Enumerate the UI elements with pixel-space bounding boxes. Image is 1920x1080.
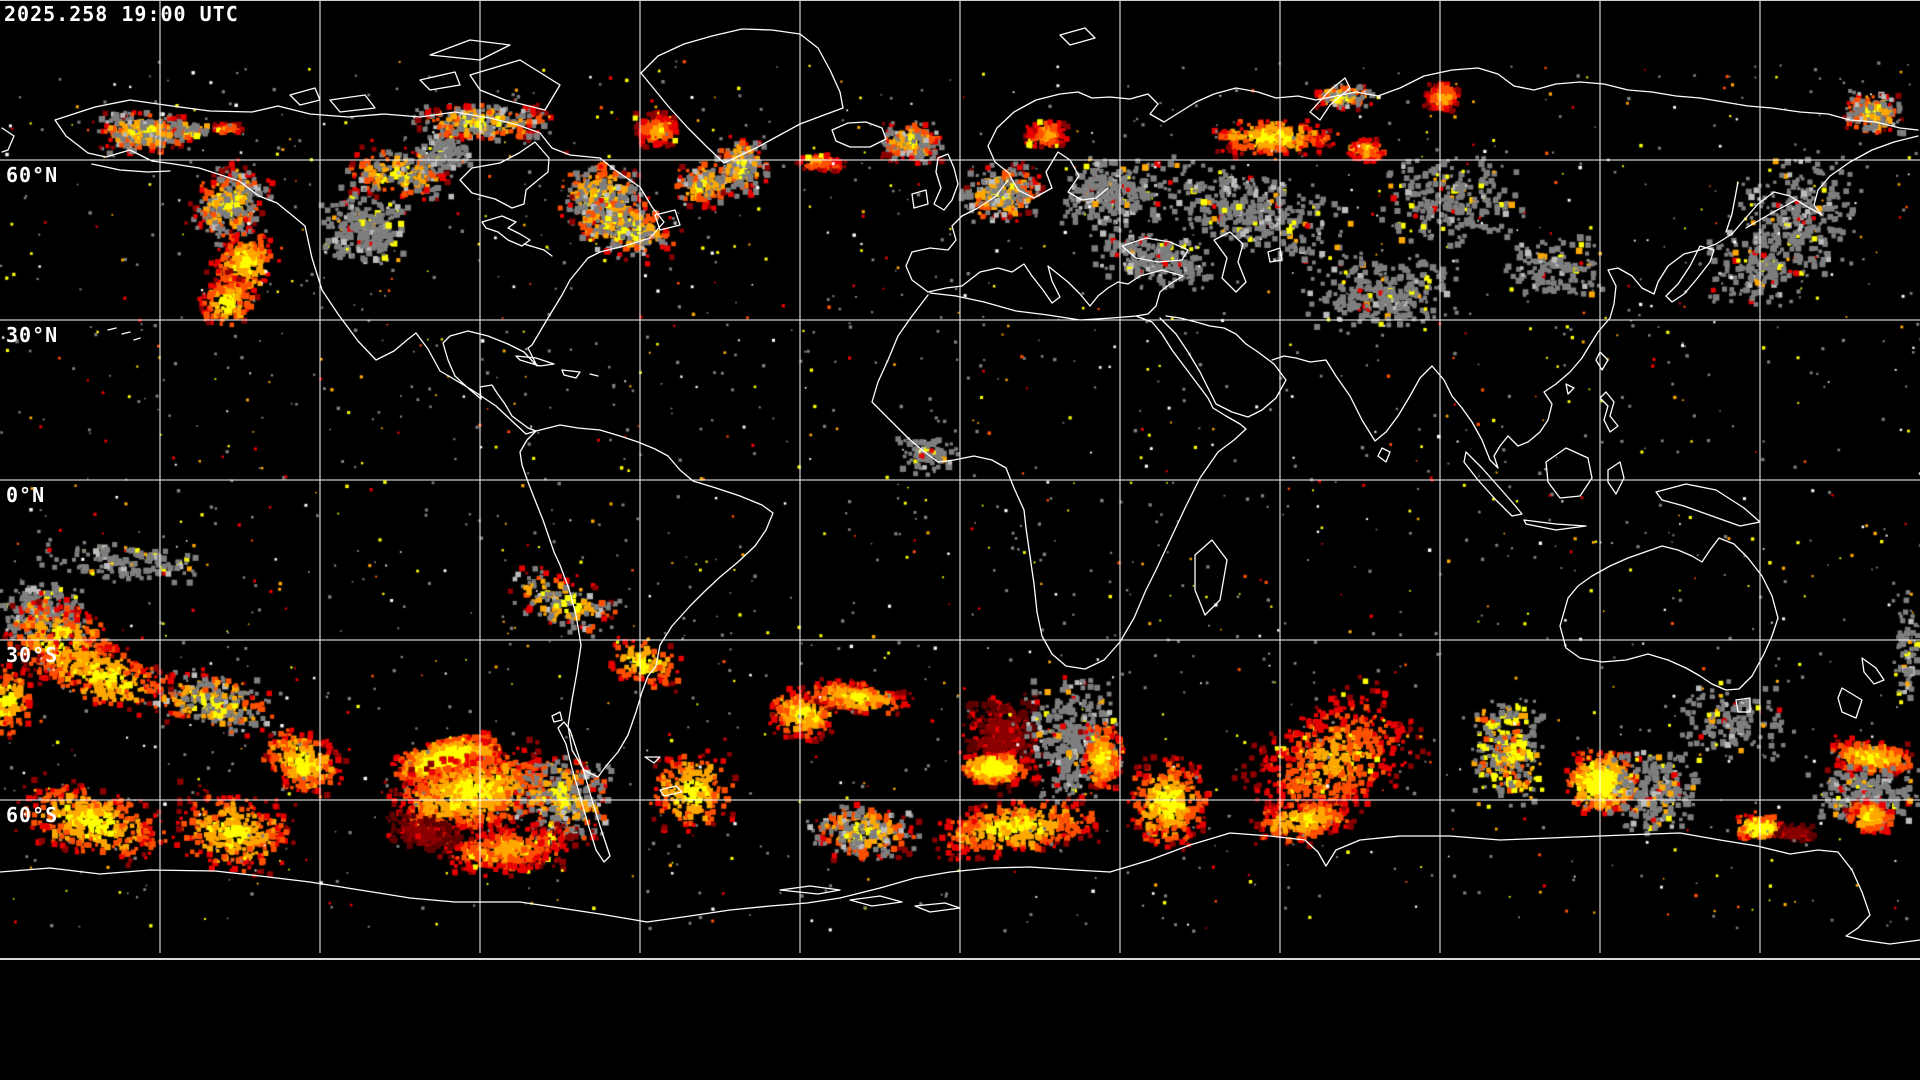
lat-label: 30°N [6, 323, 59, 347]
timestamp: 2025.258 19:00 UTC [4, 2, 239, 26]
graticule-gridlines [0, 0, 1920, 953]
coastlines [0, 27, 1920, 945]
coastline-graticule-svg [0, 0, 1920, 953]
lat-label: 60°N [6, 163, 59, 187]
map-legend-divider [0, 958, 1920, 960]
lat-label: 30°S [6, 643, 59, 667]
lat-label: 60°S [6, 803, 59, 827]
map-top-border [0, 0, 1920, 1]
legend: SLW Large Drop Index 13.5-1616-1919-2222… [0, 960, 1920, 1080]
world-map: 2025.258 19:00 UTC 60°N 30°N 0°N 30°S 60°S [0, 0, 1920, 954]
lat-label: 0°N [6, 483, 46, 507]
